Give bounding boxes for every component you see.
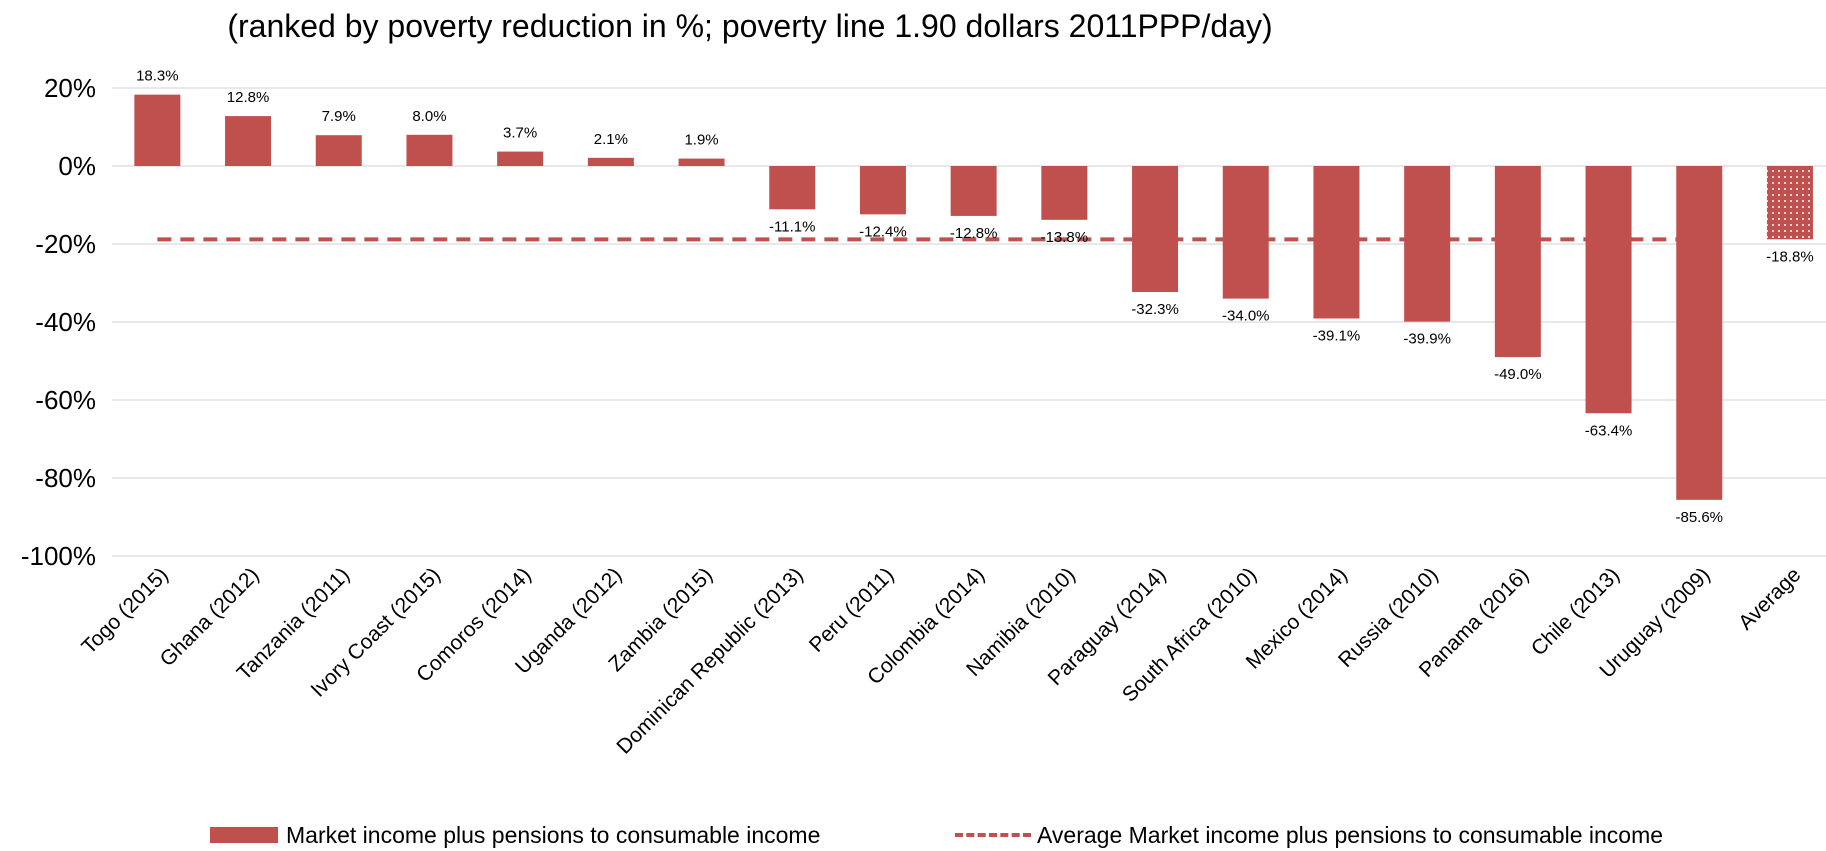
bar: [1585, 166, 1632, 414]
bar: [1132, 166, 1179, 292]
legend-swatch-dashed-line: [955, 833, 1031, 837]
data-label: -12.8%: [950, 225, 998, 242]
legend: Market income plus pensions to consumabl…: [0, 820, 1826, 850]
data-label: -12.4%: [859, 223, 907, 240]
data-label: -85.6%: [1675, 509, 1723, 526]
bar: [497, 151, 544, 166]
data-label: 2.1%: [594, 131, 628, 148]
data-labels: 18.3% 12.8% 7.9% 8.0% 3.7% 2.1% 1.9% -11.1% -12.…: [136, 68, 1814, 526]
legend-item-bars: Market income plus pensions to consumabl…: [210, 820, 820, 850]
x-tick-label: Togo (2015): [77, 563, 173, 659]
x-axis-category-labels: Togo (2015)Ghana (2012)Tanzania (2011)Iv…: [77, 563, 1805, 758]
bar: [1676, 166, 1723, 500]
bar: [1313, 166, 1360, 319]
bars: [134, 94, 1813, 500]
bar: [769, 166, 816, 210]
bar: [859, 166, 906, 215]
bar: [225, 116, 272, 166]
data-label: 18.3%: [136, 68, 179, 85]
legend-item-average-line: Average Market income plus pensions to c…: [955, 820, 1663, 850]
data-label: 7.9%: [322, 108, 356, 125]
bar: [1404, 166, 1451, 322]
y-tick-label: -20%: [35, 229, 96, 259]
data-label: -63.4%: [1585, 422, 1633, 439]
data-label: -13.8%: [1041, 229, 1089, 246]
y-tick-label: 0%: [58, 151, 96, 181]
y-tick-label: 20%: [44, 73, 96, 103]
x-tick-label: Average: [1734, 563, 1805, 634]
data-label: -49.0%: [1494, 366, 1542, 383]
bar: [1494, 166, 1541, 358]
x-tick-label: Peru (2011): [805, 563, 899, 657]
bar: [1222, 166, 1269, 299]
bar: [950, 166, 997, 216]
data-label: -11.1%: [769, 218, 815, 235]
y-tick-label: -40%: [35, 307, 96, 337]
x-tick-label: Chile (2013): [1527, 563, 1624, 660]
bar: [678, 158, 725, 166]
y-tick-label: -80%: [35, 463, 96, 493]
legend-label-average-line: Average Market income plus pensions to c…: [1037, 822, 1664, 848]
data-label: 1.9%: [684, 132, 718, 149]
chart-title: (ranked by poverty reduction in %; pover…: [227, 8, 1273, 44]
data-label: -39.1%: [1313, 327, 1361, 344]
y-axis-tick-labels: 20% 0% -20% -40% -60% -80% -100%: [21, 73, 96, 571]
gridlines: [112, 87, 1826, 557]
y-tick-label: -60%: [35, 385, 96, 415]
data-label: -32.3%: [1131, 301, 1179, 318]
bar: [1766, 166, 1813, 240]
bar: [1041, 166, 1088, 220]
data-label: -34.0%: [1222, 308, 1270, 325]
y-tick-label: -100%: [21, 541, 96, 571]
legend-swatch-bar: [210, 827, 278, 843]
data-label: 3.7%: [503, 125, 537, 142]
bar: [134, 94, 181, 166]
data-label: -39.9%: [1403, 331, 1451, 348]
bar: [587, 157, 634, 166]
data-label: 12.8%: [227, 89, 270, 106]
data-label: 8.0%: [412, 108, 446, 125]
data-label: -18.8%: [1766, 248, 1814, 265]
x-tick-label: Dominican Republic (2013): [612, 563, 807, 758]
bar: [315, 135, 362, 166]
bar: [406, 134, 453, 166]
bar-chart: 20% 0% -20% -40% -60% -80% -100% 18.3% 12.8% 7.9…: [21, 68, 1826, 759]
legend-label-bars: Market income plus pensions to consumabl…: [286, 822, 821, 848]
